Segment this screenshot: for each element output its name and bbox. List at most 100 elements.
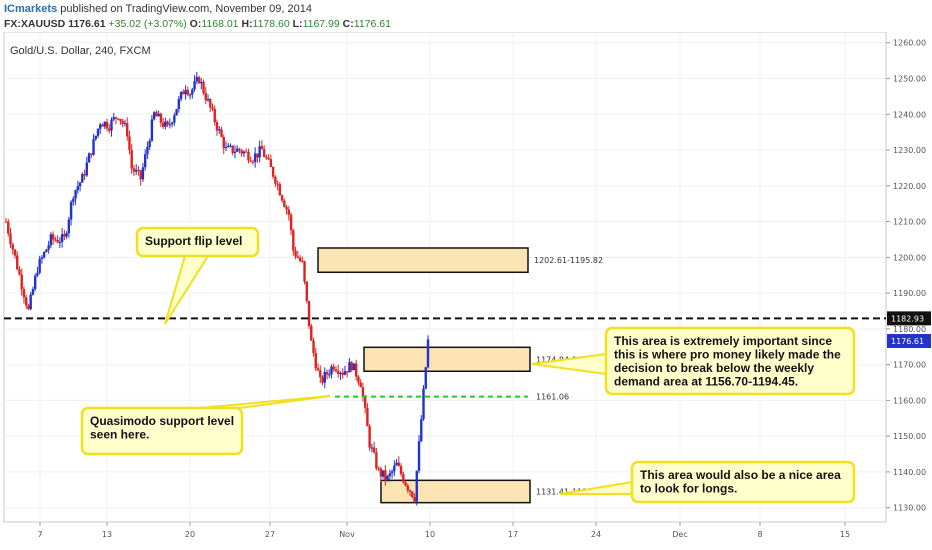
candle-body [287, 209, 291, 215]
candle-body [87, 153, 91, 163]
candle-body [229, 145, 232, 147]
header-bar: ICmarkets published on TradingView.com, … [0, 0, 932, 32]
candle-body [334, 369, 338, 372]
time-axis[interactable]: 7 13 20 27 Nov 10 17 24 Dec 8 15 [37, 522, 850, 539]
candle-body [161, 122, 165, 127]
candle-body [363, 396, 367, 408]
candle-body [128, 136, 131, 151]
y-tick-label: 1240.00 [893, 110, 926, 119]
y-tick-label: 1140.00 [893, 468, 926, 477]
candle-body [238, 148, 241, 151]
candle-body [108, 128, 111, 131]
support-flip-callout-line: Support flip level [145, 234, 242, 248]
brand-link[interactable]: ICmarkets [4, 3, 58, 15]
price-axis[interactable]: 1260.00 1250.00 1240.00 1230.00 1220.00 1210.… [886, 39, 926, 513]
y-tick-label: 1250.00 [893, 74, 926, 83]
candle-body [384, 470, 387, 480]
candle-body [51, 234, 55, 240]
price-chart[interactable]: 1202.61-1195.821174.84-1168.151131.41-11… [0, 32, 932, 550]
current-price-label: 1176.61 [891, 337, 924, 346]
candle-body [393, 465, 396, 472]
candle-body [294, 250, 297, 257]
candle-body [357, 376, 360, 383]
chart-title: Gold/U.S. Dollar, 240, FXCM [10, 45, 151, 57]
candle-body [9, 233, 12, 245]
quasimodo-callout-line: Quasimodo support level [90, 414, 234, 428]
candle-body [193, 81, 196, 90]
candle-body [341, 372, 344, 375]
ohlc-line: FX:XAUUSD 1176.61 +35.02 (+3.07%) O:1168… [4, 18, 391, 30]
quasimodo-level-label: 1161.06 [536, 393, 569, 402]
candle-body [63, 234, 66, 237]
candle-body [408, 490, 412, 492]
zone-1174 [363, 346, 531, 372]
candle-body [99, 124, 102, 129]
zone-1202 [317, 247, 529, 274]
candle-body [90, 153, 93, 155]
candle-body [426, 339, 430, 368]
quasimodo-callout-line: seen here. [90, 428, 149, 442]
candle-body [175, 109, 178, 116]
x-tick-label: Dec [672, 530, 687, 539]
candle-body [352, 363, 356, 371]
candle-body [103, 121, 106, 127]
low-value: 1167.99 [302, 18, 340, 30]
candle-body [54, 239, 57, 241]
candle-body [25, 297, 28, 306]
candle-body [253, 153, 257, 162]
candle-body [366, 407, 369, 427]
candle-body [339, 372, 342, 374]
candle-body [332, 366, 335, 370]
candle-body [65, 233, 68, 237]
candle-body [343, 371, 347, 375]
support-flip-level-badge [887, 311, 931, 326]
candle-body [130, 150, 133, 169]
price-change: +35.02 (+3.07%) [108, 18, 187, 30]
candle-body [13, 249, 17, 256]
candle-body [296, 256, 300, 258]
candle-body [141, 167, 145, 180]
candle-body [227, 145, 230, 148]
candle-body [157, 113, 160, 117]
candle-body [49, 234, 53, 246]
candle-body [274, 176, 277, 184]
candle-body [177, 98, 181, 110]
high-value: 1178.60 [252, 18, 290, 30]
candle-body [56, 240, 59, 243]
candle-body [305, 281, 308, 301]
x-tick-label: 7 [37, 530, 42, 539]
candle-body [417, 441, 421, 471]
candle-body [278, 184, 282, 196]
candle-body [218, 129, 221, 131]
y-tick-label: 1150.00 [893, 432, 926, 441]
candle-body [247, 151, 250, 161]
candle-body [186, 89, 190, 95]
candle-body [148, 140, 151, 148]
candle-body [114, 117, 118, 119]
candle-body [134, 169, 138, 172]
candle-body [280, 195, 284, 201]
important-area-callout-line: decision to break below the weekly [614, 361, 814, 375]
candle-body [20, 274, 23, 290]
candle-body [256, 153, 259, 158]
candle-body [323, 371, 326, 383]
candle-body [45, 249, 48, 253]
close-label: C: [342, 18, 354, 30]
candle-body [42, 252, 46, 258]
longs-area-callout-line: to look for longs. [640, 482, 737, 496]
open-value: 1168.01 [201, 18, 239, 30]
zone-1202-label: 1202.61-1195.82 [534, 256, 603, 265]
y-tick-label: 1230.00 [893, 146, 926, 155]
candle-body [411, 491, 414, 498]
candle-body [413, 497, 416, 502]
candle-body [395, 462, 398, 466]
candle-body [316, 368, 320, 371]
candle-body [204, 92, 207, 101]
candle-body [137, 169, 140, 171]
candle-body [110, 119, 113, 131]
candle-body [258, 146, 261, 158]
candle-body [164, 121, 167, 127]
support-flip-level-badge-label: 1182.93 [891, 314, 924, 323]
candle-body [348, 362, 351, 373]
